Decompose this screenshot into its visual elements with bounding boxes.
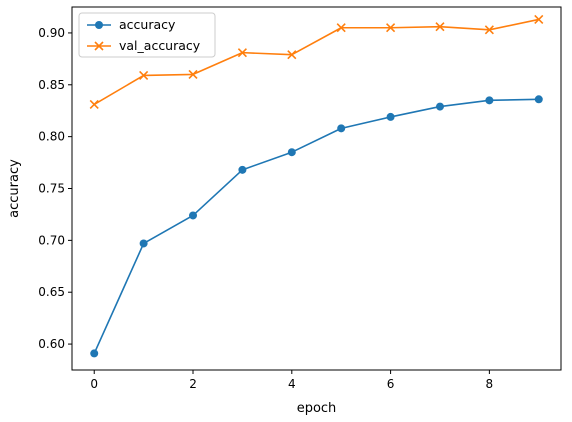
axes: 0 2 4 6 8 0.60 0.65 0.70 0.75 0.80 0.85 0.90 [38, 6, 562, 391]
data-point-accuracy [534, 95, 543, 104]
y-axis-label: accuracy [7, 159, 22, 218]
marker-stroke [287, 50, 297, 60]
data-point-val_accuracy [237, 48, 247, 58]
data-point-val_accuracy [336, 23, 346, 33]
y-tick-label: 0.65 [38, 285, 65, 299]
data-point-accuracy [337, 124, 346, 133]
data-point-accuracy [238, 165, 247, 174]
series-line-accuracy [93, 98, 539, 354]
data-point-val_accuracy [534, 14, 544, 25]
axes-frame [71, 6, 562, 371]
legend: accuracy val_accuracy [78, 12, 216, 58]
marker-stroke [534, 14, 544, 25]
marker-stroke [435, 22, 445, 32]
legend-label: accuracy [119, 17, 176, 32]
x-tick-label: 0 [90, 377, 98, 391]
data-point-accuracy [287, 148, 296, 157]
y-tick-label: 0.85 [38, 78, 65, 92]
y-tick-label: 0.70 [38, 233, 65, 247]
data-point-accuracy [90, 349, 99, 358]
x-tick-label: 4 [288, 377, 296, 391]
x-tick-label: 8 [486, 377, 494, 391]
data-point-accuracy [139, 239, 148, 248]
marker-stroke [237, 48, 247, 58]
data-point-val_accuracy [287, 50, 297, 60]
legend-swatch-marker [95, 21, 103, 29]
x-axis-label: epoch [297, 401, 337, 416]
y-tick-label: 0.80 [38, 130, 65, 144]
data-point-accuracy [386, 112, 395, 121]
marker-stroke [139, 70, 149, 81]
marker-stroke [386, 23, 396, 33]
x-tick-label: 6 [387, 377, 395, 391]
legend-label: val_accuracy [119, 38, 201, 53]
legend-swatch-marker [94, 41, 104, 51]
data-point-val_accuracy [386, 23, 396, 33]
data-point-val_accuracy [484, 25, 494, 35]
marker-stroke [484, 25, 494, 35]
y-tick-label: 0.75 [38, 182, 65, 196]
marker-stroke [188, 69, 198, 79]
marker-stroke [336, 23, 346, 33]
y-tick-label: 0.90 [38, 26, 65, 40]
data-point-val_accuracy [435, 22, 445, 32]
legend-box [78, 12, 216, 58]
series-line-val_accuracy [93, 18, 539, 106]
y-tick-label: 0.60 [38, 337, 65, 351]
data-point-accuracy [485, 96, 494, 105]
legend-entry-val_accuracy: val_accuracy [87, 38, 201, 53]
data-point-accuracy [435, 102, 444, 111]
data-point-accuracy [189, 211, 198, 220]
x-tick-label: 2 [189, 377, 197, 391]
data-point-val_accuracy [139, 70, 149, 81]
marker-stroke [89, 99, 99, 110]
plot-area [89, 14, 544, 358]
legend-entry-accuracy: accuracy [87, 17, 176, 32]
data-point-val_accuracy [89, 99, 99, 110]
data-point-val_accuracy [188, 69, 198, 79]
